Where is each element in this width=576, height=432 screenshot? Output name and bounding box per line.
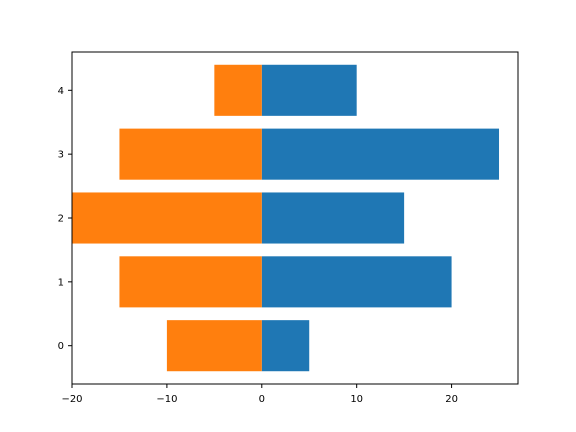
bar-series-0-category-0: [261, 320, 310, 372]
x-tick-label: 0: [259, 394, 265, 405]
y-tick-label: 4: [58, 86, 64, 97]
y-tick-label: 2: [58, 214, 64, 225]
x-tick-label: 10: [350, 394, 363, 405]
y-tick-label: 3: [58, 150, 64, 161]
x-tick-label: −10: [156, 394, 177, 405]
bars: [72, 64, 500, 372]
y-tick-label: 1: [58, 277, 64, 288]
bar-series-0-category-2: [261, 192, 405, 244]
bar-series-0-category-3: [261, 128, 500, 180]
x-tick-label: 20: [445, 394, 458, 405]
bar-series-1-category-0: [166, 320, 262, 372]
x-axis-ticks: −20 −10 0 10 20: [61, 384, 458, 405]
bar-series-1-category-4: [214, 64, 262, 116]
bar-series-1-category-2: [72, 192, 262, 244]
bar-series-0-category-4: [261, 64, 357, 116]
plot-frame: [71, 51, 519, 385]
y-axis-ticks: 0 1 2 3 4: [58, 86, 72, 352]
y-tick-label: 0: [58, 341, 64, 352]
bar-series-0-category-1: [261, 256, 452, 308]
x-tick-label: −20: [61, 394, 82, 405]
bar-series-1-category-3: [119, 128, 262, 180]
bar-series-1-category-1: [119, 256, 262, 308]
